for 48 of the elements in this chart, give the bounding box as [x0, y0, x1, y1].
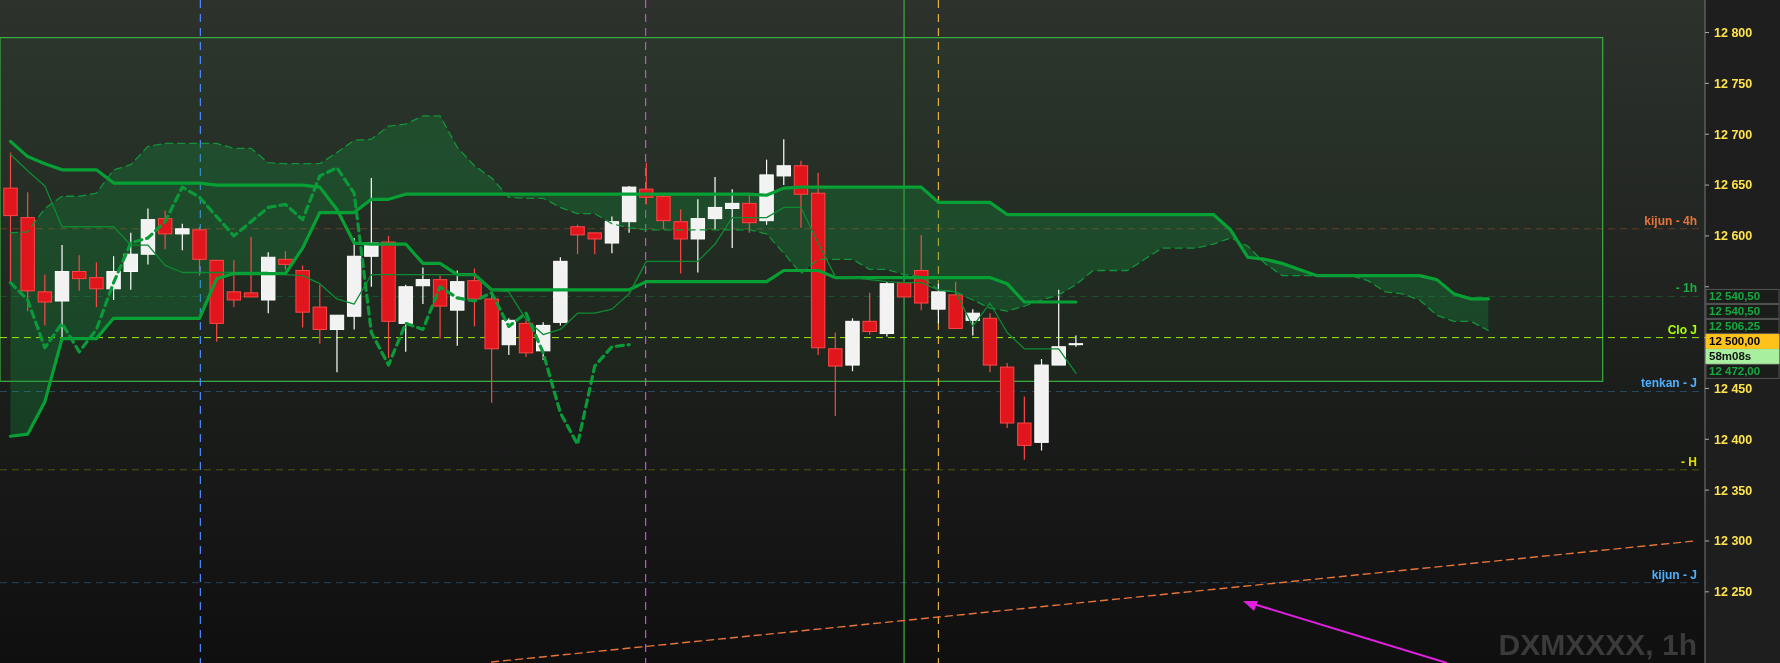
- candlestick: [329, 314, 345, 373]
- price-tag: 12 540,50: [1705, 303, 1780, 319]
- ref-line-label: kijun - J: [1651, 567, 1697, 582]
- candlestick: [175, 223, 190, 251]
- candlestick: [587, 232, 602, 255]
- y-tick-label: 12 750: [1714, 76, 1753, 91]
- y-tick-label: 12 350: [1714, 483, 1753, 498]
- candlestick: [1051, 289, 1066, 366]
- ref-line-label: - H: [1681, 454, 1697, 469]
- candlestick: [931, 283, 946, 324]
- candlestick: [243, 236, 259, 298]
- candlestick: [707, 176, 723, 231]
- candlestick: [415, 266, 431, 305]
- y-tick-label: 12 450: [1714, 381, 1753, 396]
- price-tag: 12 472,00: [1705, 363, 1780, 379]
- candlestick: [604, 215, 620, 254]
- y-tick-label: 12 400: [1714, 432, 1753, 447]
- candlestick: [862, 292, 877, 336]
- ref-line-label: tenkan - J: [1640, 376, 1697, 391]
- y-tick-label: 12 650: [1714, 178, 1753, 193]
- candlestick: [828, 331, 843, 417]
- candlestick: [725, 188, 740, 249]
- candlestick: [89, 261, 104, 308]
- candlestick: [278, 250, 293, 271]
- candlestick: [312, 284, 327, 345]
- candlestick: [1068, 334, 1084, 348]
- candlestick: [776, 138, 791, 186]
- candlestick: [673, 208, 688, 275]
- candlestick: [467, 267, 482, 328]
- candlestick: [1017, 395, 1032, 461]
- candlestick: [570, 224, 585, 255]
- y-tick-label: 12 700: [1714, 127, 1753, 142]
- y-tick-label: 12 800: [1714, 25, 1753, 40]
- candlestick: [123, 232, 138, 291]
- candlestick: [72, 254, 87, 292]
- y-tick-label: 12 600: [1714, 229, 1753, 244]
- price-tag: 12 540,50: [1705, 288, 1780, 304]
- price-tag: 58m08s: [1705, 348, 1780, 364]
- ref-line-label: Clo J: [1667, 322, 1697, 337]
- candlestick: [226, 259, 242, 308]
- y-tick-label: 12 300: [1714, 534, 1753, 549]
- price-tag: 12 506,25: [1705, 318, 1780, 334]
- candlestick: [37, 273, 53, 326]
- price-tag: 12 500,00: [1705, 333, 1780, 349]
- ref-line-label: - 1h: [1675, 281, 1697, 296]
- y-tick-label: 12 250: [1714, 585, 1753, 600]
- ref-line-label: kijun - 4h: [1644, 213, 1697, 228]
- candlestick: [690, 198, 706, 274]
